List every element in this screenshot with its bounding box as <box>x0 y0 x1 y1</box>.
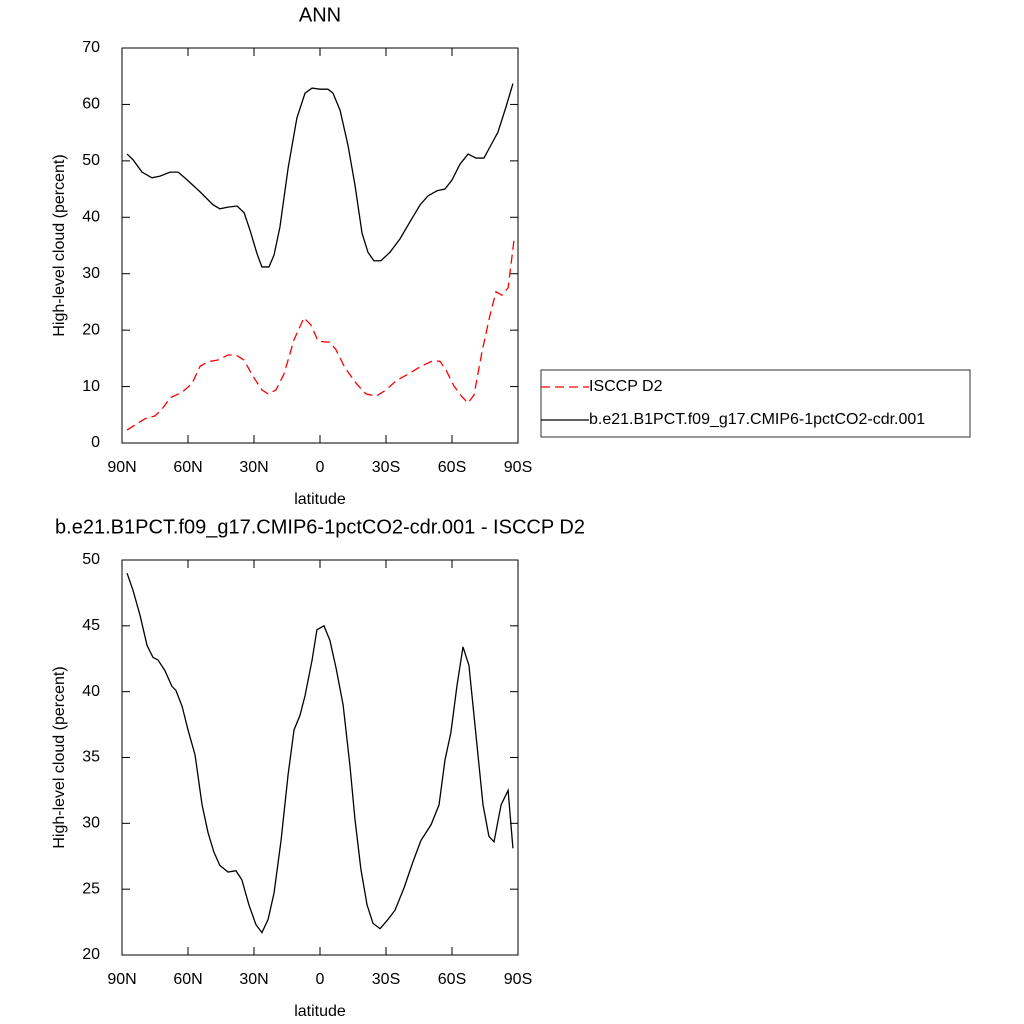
y-tick-label: 50 <box>82 551 100 568</box>
x-tick-label: 60N <box>173 971 202 988</box>
data-line <box>126 572 514 934</box>
y-tick-label: 70 <box>82 39 100 56</box>
x-axis-label: latitude <box>294 491 346 508</box>
x-tick-label: 90N <box>107 971 136 988</box>
plot-frame <box>121 47 519 444</box>
x-tick-label: 60N <box>173 459 202 476</box>
y-tick-label: 20 <box>82 321 100 338</box>
x-tick-label: 60S <box>438 459 466 476</box>
y-tick-label: 0 <box>91 434 100 451</box>
x-tick-label: 30N <box>239 459 268 476</box>
data-line <box>126 83 514 268</box>
x-tick-label: 60S <box>438 971 466 988</box>
y-tick-label: 10 <box>82 378 100 395</box>
y-tick-label: 40 <box>82 209 100 226</box>
y-axis-label: High-level cloud (percent) <box>51 666 68 848</box>
y-axis-label: High-level cloud (percent) <box>51 154 68 336</box>
y-tick-label: 25 <box>82 880 100 897</box>
y-tick-label: 45 <box>82 617 100 634</box>
x-tick-label: 30S <box>372 971 400 988</box>
x-tick-label: 30S <box>372 459 400 476</box>
chart-title: ANN <box>299 4 341 26</box>
x-tick-label: 90S <box>504 459 532 476</box>
x-tick-label: 90N <box>107 459 136 476</box>
legend-box <box>540 369 971 438</box>
y-tick-label: 30 <box>82 815 100 832</box>
y-tick-label: 40 <box>82 683 100 700</box>
y-tick-label: 30 <box>82 265 100 282</box>
x-tick-label: 0 <box>316 459 325 476</box>
y-tick-label: 35 <box>82 749 100 766</box>
x-tick-label: 30N <box>239 971 268 988</box>
chart-title: b.e21.B1PCT.f09_g17.CMIP6-1pctCO2-cdr.00… <box>55 516 585 538</box>
y-tick-label: 60 <box>82 96 100 113</box>
legend-label: ISCCP D2 <box>589 378 663 395</box>
y-tick-label: 50 <box>82 152 100 169</box>
data-line <box>126 239 515 431</box>
plot-frame <box>121 559 519 956</box>
x-axis-label: latitude <box>294 1003 346 1020</box>
y-tick-label: 20 <box>82 946 100 963</box>
legend-label: b.e21.B1PCT.f09_g17.CMIP6-1pctCO2-cdr.00… <box>589 411 925 428</box>
x-tick-label: 0 <box>316 971 325 988</box>
x-tick-label: 90S <box>504 971 532 988</box>
